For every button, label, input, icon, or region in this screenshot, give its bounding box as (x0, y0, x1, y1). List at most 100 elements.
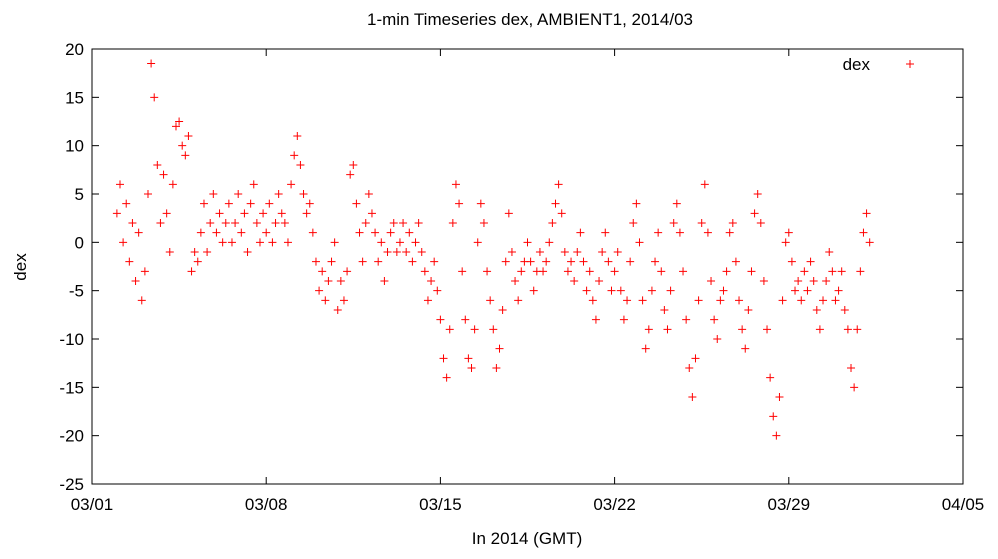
legend-marker-symbol (906, 60, 914, 68)
data-point (713, 335, 722, 343)
data-point (598, 248, 607, 256)
data-point (688, 393, 697, 401)
data-point (570, 277, 579, 285)
data-point (143, 190, 152, 198)
data-point (731, 257, 740, 266)
y-tick-label: 20 (65, 40, 84, 59)
data-point (470, 325, 479, 334)
data-point (405, 228, 414, 237)
data-point (619, 315, 628, 324)
data-point (296, 161, 305, 169)
data-point (613, 248, 622, 256)
data-point (787, 257, 796, 266)
data-point (414, 219, 423, 227)
data-point (837, 267, 846, 276)
data-point (822, 277, 831, 285)
data-point (741, 344, 750, 353)
data-point (203, 248, 212, 256)
data-point (339, 296, 348, 305)
x-axis: 03/01 03/08 03/15 03/22 03/29 04/05 (71, 49, 984, 514)
data-point (199, 199, 208, 208)
data-point (563, 267, 572, 276)
data-point (554, 180, 563, 189)
data-point (825, 248, 834, 256)
data-point (302, 209, 311, 218)
data-point (131, 277, 140, 285)
legend: dex (843, 55, 914, 74)
data-point (591, 315, 600, 324)
data-point (856, 267, 865, 276)
data-point (819, 296, 828, 305)
data-point (523, 238, 532, 247)
data-point (451, 180, 460, 189)
data-point (806, 257, 815, 266)
data-point (514, 296, 523, 305)
plot-frame (91, 48, 964, 485)
data-point (153, 161, 162, 169)
data-point (224, 199, 233, 208)
data-point (315, 286, 324, 295)
data-point (588, 296, 597, 305)
data-point (666, 286, 675, 295)
data-point (763, 325, 772, 334)
data-point (343, 267, 352, 276)
data-point (483, 267, 492, 276)
data-point (420, 267, 429, 276)
data-point (722, 267, 731, 276)
data-point (707, 277, 716, 285)
data-point (324, 277, 333, 285)
data-point (815, 325, 824, 334)
data-point (237, 228, 246, 237)
data-point (750, 209, 759, 218)
data-point (305, 199, 314, 208)
data-point (252, 219, 261, 227)
data-point (209, 190, 218, 198)
data-point (794, 277, 803, 285)
data-point (122, 199, 131, 208)
data-point (859, 228, 868, 237)
data-point (212, 228, 221, 237)
data-point (744, 306, 753, 314)
data-point (259, 209, 268, 218)
data-point (311, 257, 320, 266)
x-tick-label: 03/29 (768, 495, 811, 514)
data-point (448, 219, 457, 227)
data-point (392, 248, 401, 256)
data-point (280, 219, 289, 227)
data-point (330, 238, 339, 247)
data-point (290, 151, 299, 160)
data-point (255, 238, 264, 247)
data-point (402, 248, 411, 256)
data-point (576, 228, 585, 237)
y-tick-label: 10 (65, 137, 84, 156)
data-point (495, 344, 504, 353)
data-point (467, 364, 476, 372)
data-point (728, 219, 737, 227)
data-point (140, 267, 149, 276)
data-point (672, 199, 681, 208)
data-point (221, 219, 230, 227)
data-point (632, 199, 641, 208)
data-point (358, 257, 367, 266)
y-tick-label: -5 (69, 282, 84, 301)
data-point (268, 238, 277, 247)
data-point (517, 267, 526, 276)
data-point (657, 267, 666, 276)
x-axis-label: In 2014 (GMT) (472, 529, 583, 548)
dex-series (112, 59, 874, 440)
data-point (847, 364, 856, 372)
data-point (604, 257, 613, 266)
data-point (423, 296, 432, 305)
data-point (445, 325, 454, 334)
data-point (293, 132, 302, 140)
data-point (610, 267, 619, 276)
data-point (479, 219, 488, 227)
data-point (274, 190, 283, 198)
data-point (775, 393, 784, 401)
data-point (181, 151, 190, 160)
legend-label: dex (843, 55, 871, 74)
data-point (831, 296, 840, 305)
data-point (685, 364, 694, 372)
y-tick-label: -10 (59, 330, 84, 349)
y-tick-label: -20 (59, 427, 84, 446)
